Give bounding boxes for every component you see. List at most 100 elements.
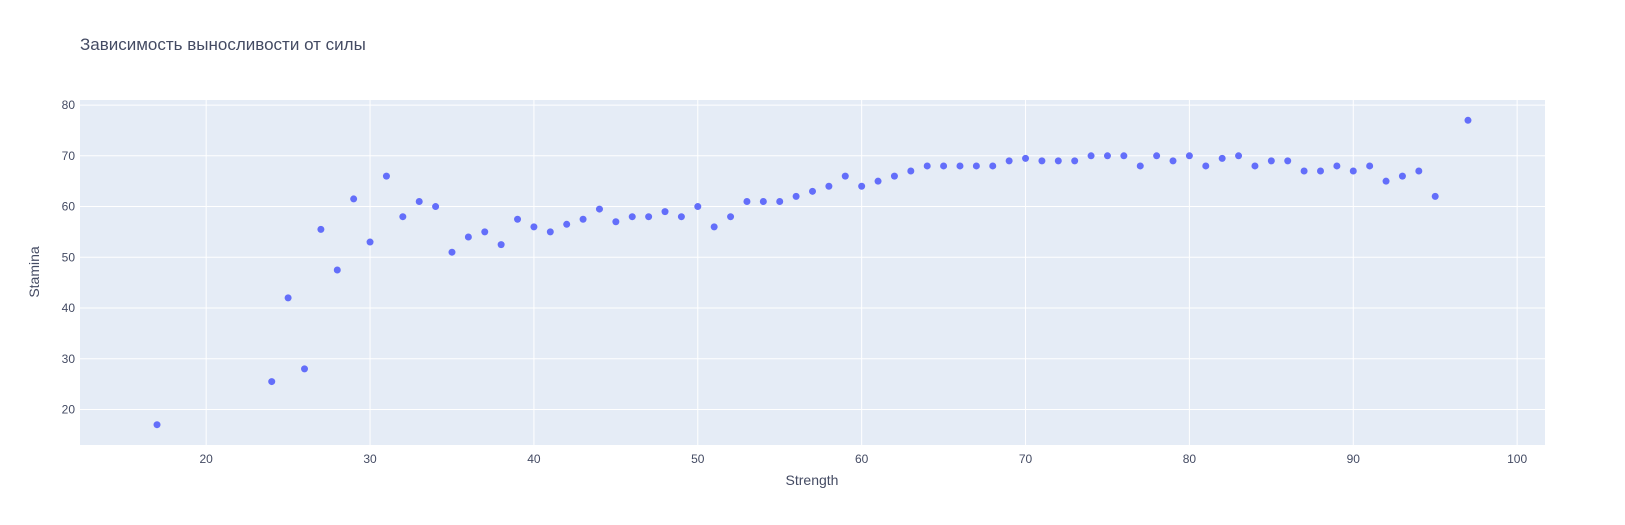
y-tick-label: 70 [62, 149, 76, 163]
data-point[interactable] [284, 294, 292, 302]
data-point[interactable] [694, 203, 702, 211]
data-point[interactable] [1382, 177, 1390, 185]
data-point[interactable] [825, 182, 833, 190]
data-point[interactable] [809, 187, 816, 195]
data-point[interactable] [1349, 167, 1357, 175]
x-tick-label: 80 [1183, 452, 1197, 466]
y-axis-label: Stamina [26, 246, 42, 298]
data-point[interactable] [890, 172, 898, 180]
data-point[interactable] [595, 205, 603, 213]
y-tick-labels: 20 30 40 50 60 70 80 [62, 98, 76, 416]
data-point[interactable] [366, 238, 374, 246]
y-tick-label: 40 [62, 301, 76, 315]
data-point[interactable] [448, 248, 456, 256]
plot-area [80, 100, 1545, 445]
data-point[interactable] [579, 215, 587, 223]
data-point[interactable] [1005, 157, 1013, 165]
data-point[interactable] [350, 195, 358, 203]
data-point[interactable] [923, 162, 931, 170]
data-point[interactable] [1398, 172, 1406, 180]
data-point[interactable] [874, 177, 882, 185]
data-point[interactable] [1316, 167, 1324, 175]
x-axis-label: Strength [786, 472, 839, 488]
data-point[interactable] [497, 241, 505, 249]
data-point[interactable] [1235, 152, 1243, 160]
data-point[interactable] [382, 172, 390, 180]
data-point[interactable] [432, 203, 440, 211]
data-point[interactable] [1120, 152, 1128, 160]
data-point[interactable] [514, 215, 522, 223]
data-point[interactable] [776, 197, 784, 205]
data-point[interactable] [727, 213, 735, 221]
data-point[interactable] [1071, 157, 1079, 165]
x-tick-label: 40 [527, 452, 541, 466]
data-point[interactable] [989, 162, 997, 170]
data-point[interactable] [301, 365, 309, 373]
data-point[interactable] [546, 228, 554, 236]
data-point[interactable] [1464, 116, 1472, 124]
data-point[interactable] [1185, 152, 1193, 160]
data-point[interactable] [940, 162, 948, 170]
data-point[interactable] [628, 213, 636, 221]
data-point[interactable] [1333, 162, 1341, 170]
data-point[interactable] [464, 233, 472, 241]
data-point[interactable] [710, 223, 718, 231]
data-point[interactable] [415, 197, 423, 205]
data-point[interactable] [792, 192, 800, 200]
x-tick-label: 100 [1507, 452, 1527, 466]
data-point[interactable] [563, 220, 571, 228]
x-tick-label: 50 [691, 452, 705, 466]
data-point[interactable] [677, 213, 685, 221]
y-tick-label: 80 [62, 98, 76, 112]
data-point[interactable] [645, 213, 653, 221]
data-point[interactable] [1038, 157, 1046, 165]
data-point[interactable] [972, 162, 980, 170]
data-point[interactable] [743, 197, 751, 205]
data-point[interactable] [1136, 162, 1144, 170]
data-point[interactable] [1366, 162, 1374, 170]
data-point[interactable] [1153, 152, 1161, 160]
x-tick-label: 60 [855, 452, 869, 466]
x-tick-label: 90 [1347, 452, 1361, 466]
y-gridlines [80, 104, 1545, 410]
data-point[interactable] [1087, 152, 1095, 160]
data-point[interactable] [907, 167, 915, 175]
x-tick-label: 70 [1019, 452, 1033, 466]
data-point[interactable] [1202, 162, 1210, 170]
data-point[interactable] [1431, 192, 1439, 200]
x-tick-labels: 20 30 40 50 60 70 80 90 100 [200, 452, 1528, 466]
data-point[interactable] [317, 225, 325, 233]
data-point[interactable] [481, 228, 489, 236]
data-point[interactable] [1415, 167, 1423, 175]
data-point[interactable] [1251, 162, 1259, 170]
data-points [153, 116, 1472, 429]
data-point[interactable] [333, 266, 341, 274]
data-point[interactable] [1103, 152, 1111, 160]
y-tick-label: 20 [62, 402, 76, 416]
data-point[interactable] [153, 421, 161, 429]
y-tick-label: 60 [62, 200, 76, 214]
data-point[interactable] [1022, 154, 1030, 162]
data-point[interactable] [956, 162, 964, 170]
data-point[interactable] [268, 378, 276, 386]
data-point[interactable] [1169, 157, 1177, 165]
data-point[interactable] [612, 218, 620, 226]
chart-title: Зависимость выносливости от силы [80, 35, 366, 54]
y-tick-label: 50 [62, 250, 76, 264]
data-point[interactable] [1284, 157, 1292, 165]
data-point[interactable] [530, 223, 538, 231]
data-point[interactable] [1218, 154, 1226, 162]
data-point[interactable] [1267, 157, 1275, 165]
x-tick-label: 30 [363, 452, 377, 466]
data-point[interactable] [1054, 157, 1062, 165]
data-point[interactable] [841, 172, 849, 180]
x-tick-label: 20 [200, 452, 214, 466]
data-point[interactable] [759, 197, 767, 205]
data-point[interactable] [661, 208, 669, 216]
data-point[interactable] [1300, 167, 1308, 175]
data-point[interactable] [399, 213, 407, 221]
data-point[interactable] [858, 182, 866, 190]
y-tick-label: 30 [62, 352, 76, 366]
